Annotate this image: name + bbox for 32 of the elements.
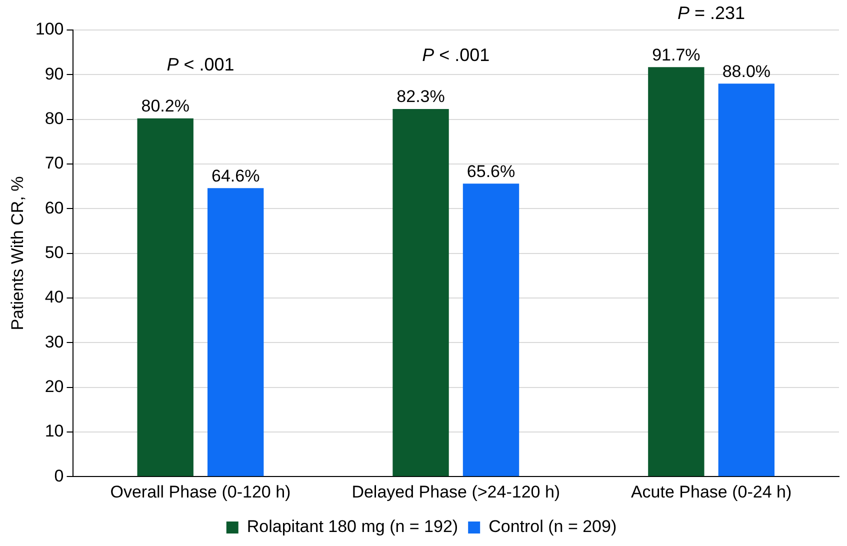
bar [137, 118, 194, 476]
y-tick-label: 30 [44, 332, 64, 352]
y-tick-label: 40 [44, 288, 64, 307]
bar [648, 67, 704, 476]
y-tick-label: 100 [35, 20, 64, 39]
data-label: 82.3% [396, 87, 445, 106]
bar [462, 184, 520, 476]
y-tick-label: 70 [44, 154, 64, 173]
y-tick-label: 50 [44, 242, 64, 262]
data-label: 64.6% [211, 166, 260, 186]
legend-label: Control (n = 209) [488, 517, 617, 536]
data-label: 91.7% [652, 45, 700, 64]
bar [207, 188, 264, 476]
legend-label: Rolapitant 180 mg (n = 192) [246, 517, 458, 536]
y-tick-label: 0 [54, 466, 64, 486]
y-tick-label: 60 [44, 198, 64, 218]
y-tick-label: 90 [44, 64, 64, 84]
data-label: 80.2% [141, 96, 190, 116]
text: P = .231 [678, 3, 746, 24]
y-tick-label: 80 [44, 109, 64, 128]
annotation: P < .001 [166, 54, 234, 74]
x-tick-label: Overall Phase (0-120 h) [110, 482, 291, 502]
y-tick-label: 20 [44, 376, 64, 396]
x-tick-label: Delayed Phase (>24-120 h) [352, 482, 560, 502]
bar [392, 109, 449, 476]
bar [718, 84, 775, 476]
data-label: 65.6% [466, 162, 516, 181]
y-axis-title: Patients With CR, % [8, 176, 27, 330]
y-tick-label: 10 [44, 422, 64, 441]
x-tick-label: Acute Phase (0-24 h) [630, 482, 792, 502]
annotation: P < .001 [422, 45, 490, 66]
data-label: 88.0% [722, 62, 771, 81]
